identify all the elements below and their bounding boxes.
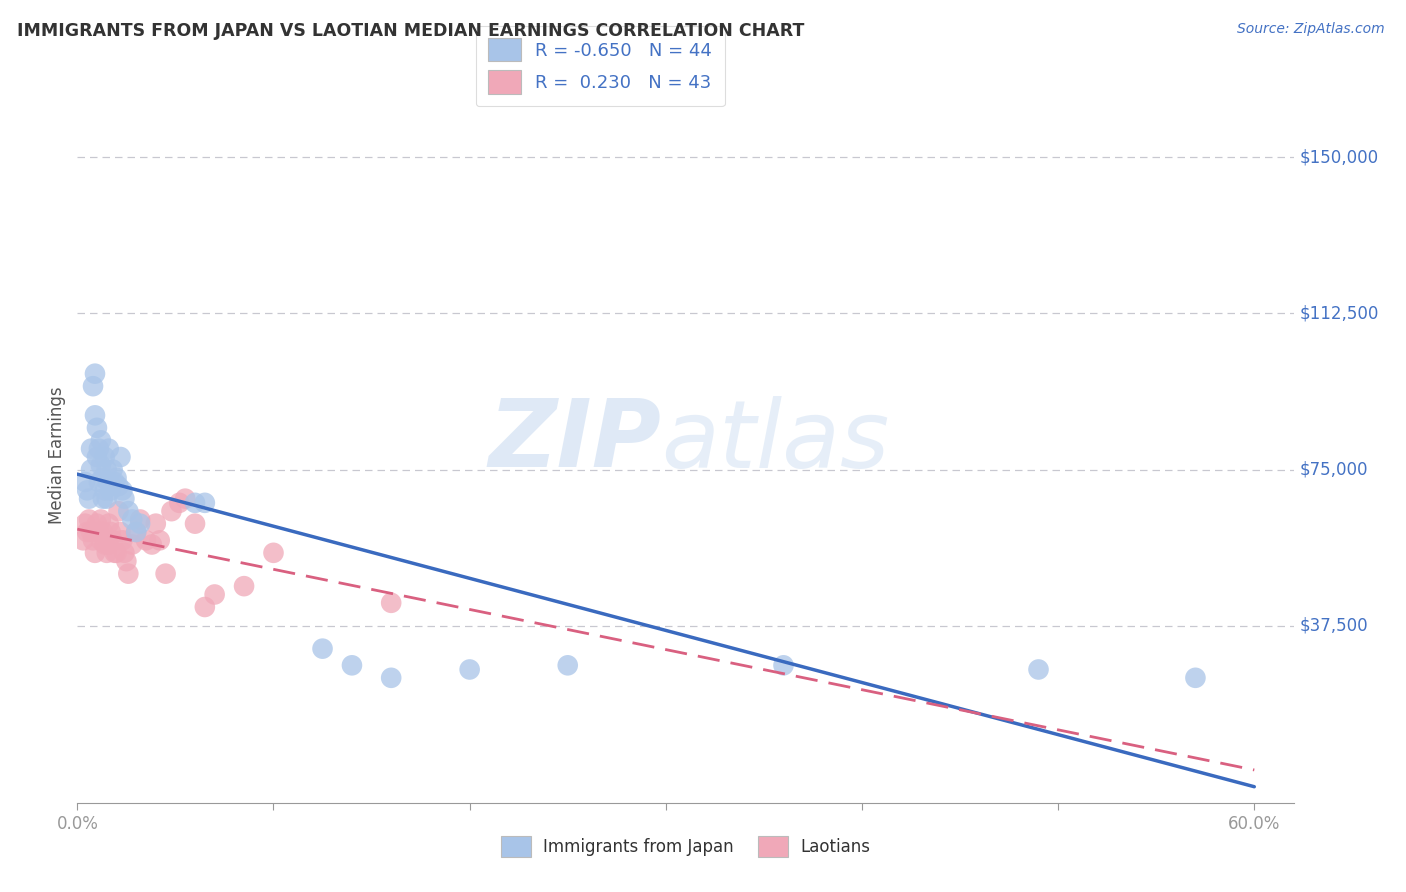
Point — [135, 533, 157, 548]
Point — [80, 442, 103, 456]
Point — [87, 475, 110, 489]
Point — [311, 641, 333, 656]
Point — [125, 524, 148, 539]
Point — [97, 475, 120, 489]
Point — [87, 524, 110, 539]
Point — [117, 504, 139, 518]
Text: IMMIGRANTS FROM JAPAN VS LAOTIAN MEDIAN EARNINGS CORRELATION CHART: IMMIGRANTS FROM JAPAN VS LAOTIAN MEDIAN … — [17, 22, 804, 40]
Point — [90, 512, 112, 526]
Y-axis label: Median Earnings: Median Earnings — [48, 386, 66, 524]
Text: Source: ZipAtlas.com: Source: ZipAtlas.com — [1237, 22, 1385, 37]
Point — [380, 596, 402, 610]
Point — [129, 516, 152, 531]
Point — [84, 367, 107, 381]
Text: $112,500: $112,500 — [1299, 304, 1379, 322]
Point — [96, 462, 118, 476]
Point — [91, 524, 114, 539]
Point — [110, 524, 132, 539]
Point — [86, 421, 108, 435]
Point — [263, 546, 285, 560]
Point — [90, 434, 112, 448]
Point — [87, 442, 110, 456]
Text: $150,000: $150,000 — [1299, 148, 1379, 166]
Point — [76, 524, 98, 539]
Point — [169, 496, 191, 510]
Point — [380, 671, 402, 685]
Point — [1028, 663, 1050, 677]
Point — [86, 516, 108, 531]
Point — [104, 475, 127, 489]
Point — [125, 524, 148, 539]
Point — [184, 496, 207, 510]
Legend: Immigrants from Japan, Laotians: Immigrants from Japan, Laotians — [495, 830, 876, 864]
Point — [80, 524, 103, 539]
Point — [82, 533, 104, 548]
Point — [160, 504, 183, 518]
Point — [194, 496, 217, 510]
Point — [129, 512, 152, 526]
Point — [101, 462, 124, 476]
Point — [557, 658, 579, 673]
Point — [84, 409, 107, 423]
Point — [194, 599, 217, 614]
Text: $75,000: $75,000 — [1299, 460, 1368, 478]
Point — [340, 658, 363, 673]
Point — [80, 462, 103, 476]
Point — [111, 533, 134, 548]
Point — [72, 533, 94, 548]
Point — [90, 458, 112, 473]
Point — [96, 491, 118, 506]
Point — [105, 471, 128, 485]
Point — [111, 483, 134, 498]
Point — [115, 554, 138, 568]
Point — [121, 537, 143, 551]
Point — [112, 491, 135, 506]
Point — [184, 516, 207, 531]
Point — [84, 546, 107, 560]
Point — [97, 537, 120, 551]
Point — [96, 546, 118, 560]
Point — [104, 546, 127, 560]
Point — [91, 491, 114, 506]
Point — [174, 491, 197, 506]
Point — [94, 450, 117, 464]
Point — [1184, 671, 1206, 685]
Point — [90, 533, 112, 548]
Point — [233, 579, 256, 593]
Point — [107, 479, 129, 493]
Text: atlas: atlas — [661, 395, 890, 486]
Point — [110, 450, 132, 464]
Point — [101, 533, 124, 548]
Point — [94, 483, 117, 498]
Point — [97, 516, 120, 531]
Point — [141, 537, 163, 551]
Point — [121, 512, 143, 526]
Point — [75, 475, 97, 489]
Point — [100, 483, 122, 498]
Point — [149, 533, 172, 548]
Point — [100, 524, 122, 539]
Text: ZIP: ZIP — [488, 395, 661, 487]
Point — [77, 491, 100, 506]
Point — [155, 566, 177, 581]
Point — [91, 471, 114, 485]
Point — [117, 566, 139, 581]
Point — [75, 516, 97, 531]
Point — [97, 442, 120, 456]
Point — [458, 663, 481, 677]
Point — [77, 512, 100, 526]
Point — [94, 537, 117, 551]
Point — [86, 450, 108, 464]
Point — [76, 483, 98, 498]
Point — [105, 546, 128, 560]
Text: $37,500: $37,500 — [1299, 616, 1368, 635]
Point — [772, 658, 794, 673]
Point — [145, 516, 167, 531]
Point — [82, 379, 104, 393]
Point — [204, 587, 226, 601]
Point — [107, 504, 129, 518]
Point — [112, 546, 135, 560]
